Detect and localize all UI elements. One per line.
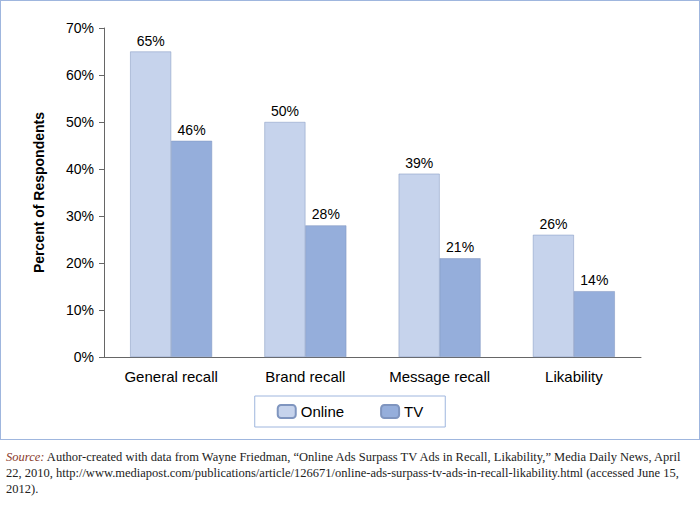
svg-text:Message recall: Message recall bbox=[389, 368, 490, 385]
svg-text:28%: 28% bbox=[312, 206, 340, 222]
svg-text:21%: 21% bbox=[446, 239, 474, 255]
svg-text:40%: 40% bbox=[66, 161, 94, 177]
svg-text:Likability: Likability bbox=[545, 368, 603, 385]
svg-text:70%: 70% bbox=[66, 20, 94, 36]
svg-text:0%: 0% bbox=[74, 349, 94, 365]
svg-text:50%: 50% bbox=[66, 114, 94, 130]
svg-text:TV: TV bbox=[404, 403, 423, 420]
svg-text:26%: 26% bbox=[539, 216, 567, 232]
svg-text:Brand recall: Brand recall bbox=[265, 368, 345, 385]
svg-text:50%: 50% bbox=[271, 103, 299, 119]
svg-text:46%: 46% bbox=[178, 122, 206, 138]
html-text:Source: Author-created with da: Source: Author-created with data from Wa… bbox=[6, 450, 681, 496]
svg-text:10%: 10% bbox=[66, 302, 94, 318]
svg-text:39%: 39% bbox=[405, 155, 433, 171]
svg-text:20%: 20% bbox=[66, 255, 94, 271]
svg-text:30%: 30% bbox=[66, 208, 94, 224]
svg-text:60%: 60% bbox=[66, 67, 94, 83]
svg-text:65%: 65% bbox=[137, 33, 165, 49]
svg-text:Online: Online bbox=[301, 403, 344, 420]
svg-text:14%: 14% bbox=[580, 272, 608, 288]
svg-text:Percent of Respondents: Percent of Respondents bbox=[31, 112, 47, 273]
svg-text:General recall: General recall bbox=[124, 368, 217, 385]
